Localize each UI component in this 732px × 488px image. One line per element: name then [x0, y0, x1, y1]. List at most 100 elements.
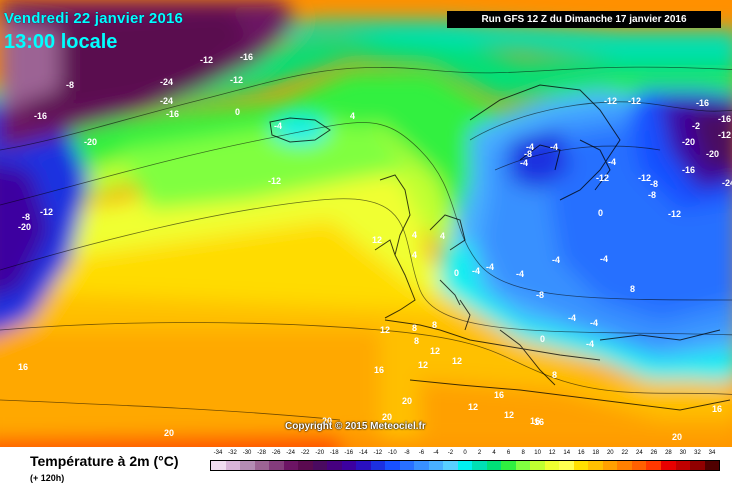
temperature-value-label: -4 [274, 121, 282, 131]
scale-swatch [428, 461, 444, 470]
temperature-value-label: 20 [382, 412, 392, 422]
scale-swatch [617, 461, 632, 470]
scale-swatch [312, 461, 328, 470]
temperature-value-label: -4 [568, 313, 576, 323]
temperature-value-label: 8 [630, 284, 635, 294]
scale-swatch [486, 461, 502, 470]
temperature-value-label: -4 [486, 262, 494, 272]
temperature-value-label: 8 [412, 323, 417, 333]
temperature-value-label: 0 [235, 107, 240, 117]
temperature-value-label: 20 [322, 416, 332, 426]
scale-tick-label: -4 [433, 450, 439, 456]
scale-tick-label: -32 [228, 450, 237, 456]
temperature-value-label: 4 [412, 250, 417, 260]
scale-tick-label: -10 [388, 450, 397, 456]
temperature-map: -8 -16 -20 -24 -12 -16 -12 -24 -16 -20 0 -4 -12 -8 -12… [0, 0, 732, 447]
temperature-value-label: -24 [160, 77, 173, 87]
temperature-value-label: -20 [706, 149, 719, 159]
temperature-value-label: -12 [604, 96, 617, 106]
temperature-value-label: -12 [40, 207, 53, 217]
temperature-value-label: 12 [418, 360, 428, 370]
scale-tick-label: 18 [592, 450, 600, 456]
scale-tick-label: -2 [447, 450, 454, 456]
scale-tick-label: 30 [679, 450, 687, 456]
scale-swatch [298, 461, 313, 470]
scale-swatch [385, 461, 400, 470]
scale-tick-label: 4 [492, 450, 496, 456]
temperature-value-label: 0 [454, 268, 459, 278]
scale-swatch [515, 461, 531, 470]
temperature-value-label: -12 [668, 209, 681, 219]
temperature-value-label: 0 [540, 334, 545, 344]
scale-tick-label: 6 [506, 450, 511, 456]
temperature-value-label: -8 [648, 190, 656, 200]
temperature-value-label: -20 [84, 137, 97, 147]
temperature-value-label: 8 [414, 336, 419, 346]
temperature-value-label: 12 [372, 235, 382, 245]
temperature-value-label: -8 [66, 80, 74, 90]
temperature-value-label: -4 [550, 142, 558, 152]
temperature-value-label: 4 [440, 231, 445, 241]
scale-tick-label: 8 [521, 450, 525, 456]
scale-swatch [660, 461, 676, 470]
temperature-scale: -34 -32 -30 -28 -26 -24 -22 -20 -18 -16 -14 -12 -10-… [210, 450, 720, 486]
map-canvas: -8 -16 -20 -24 -12 -16 -12 -24 -16 -20 0 -4 -12 -8 -12… [0, 0, 732, 447]
scale-swatch [370, 461, 386, 470]
scale-tick-label: 10 [534, 450, 541, 456]
temperature-value-label: -12 [638, 173, 651, 183]
temperature-value-label: -16 [718, 114, 731, 124]
scale-tick-label: -8 [404, 450, 410, 456]
scale-swatch [602, 461, 618, 470]
legend-subtitle: (+ 120h) [30, 473, 65, 483]
scale-tick-label: 16 [577, 450, 585, 456]
temperature-value-label: -12 [230, 75, 243, 85]
scale-swatch [472, 461, 487, 470]
scale-swatch [399, 461, 415, 470]
scale-tick-label: 22 [621, 450, 629, 456]
temperature-value-label: 4 [412, 230, 417, 240]
temperature-value-label: -12 [718, 130, 731, 140]
temperature-value-label: 12 [504, 410, 514, 420]
scale-swatch [283, 461, 299, 470]
temperature-value-label: -20 [682, 137, 695, 147]
scale-tick-label: 24 [636, 450, 643, 456]
scale-swatch [356, 461, 371, 470]
temperature-value-label: 20 [164, 428, 174, 438]
scale-tick-label: -34 [213, 450, 223, 456]
temperature-value-label: -4 [516, 269, 524, 279]
temperature-value-label: -24 [722, 178, 732, 188]
scale-swatch [530, 461, 545, 470]
scale-tick-label: 0 [463, 450, 467, 456]
temperature-value-label: 16 [534, 417, 544, 427]
temperature-value-label: -16 [682, 165, 695, 175]
forecast-date: Vendredi 22 janvier 2016 [4, 10, 184, 27]
scale-tick-label: -20 [315, 450, 325, 456]
temperature-value-label: -4 [472, 266, 480, 276]
scale-swatch [341, 461, 357, 470]
temperature-value-label: -4 [586, 339, 594, 349]
scale-swatch [501, 461, 516, 470]
scale-tick-label: 20 [606, 450, 614, 456]
scale-tick-label: 34 [708, 450, 716, 456]
scale-tick-label: 14 [563, 450, 571, 456]
scale-tick-labels: -34 -32 -30 -28 -26 -24 -22 -20 -18 -16 -14 -12 -10-… [210, 450, 720, 460]
scale-swatch [675, 461, 691, 470]
scale-swatch [544, 461, 560, 470]
temperature-value-label: -12 [628, 96, 641, 106]
scale-tick-label: -22 [300, 450, 310, 456]
temperature-value-label: -4 [600, 254, 608, 264]
temperature-value-label: -16 [166, 109, 179, 119]
temperature-value-label: 4 [350, 111, 355, 121]
scale-tick-label: -28 [257, 450, 266, 456]
scale-swatch [588, 461, 603, 470]
scale-swatch [225, 461, 241, 470]
scale-swatch [646, 461, 661, 470]
temperature-value-label: -16 [696, 98, 709, 108]
scale-swatch [443, 461, 458, 470]
temperature-value-label: 20 [672, 432, 682, 442]
scale-swatch [254, 461, 270, 470]
temperature-value-label: -8 [524, 149, 532, 159]
scale-swatch [414, 461, 429, 470]
scale-swatch [631, 461, 647, 470]
scale-tick-label: -18 [329, 450, 339, 456]
